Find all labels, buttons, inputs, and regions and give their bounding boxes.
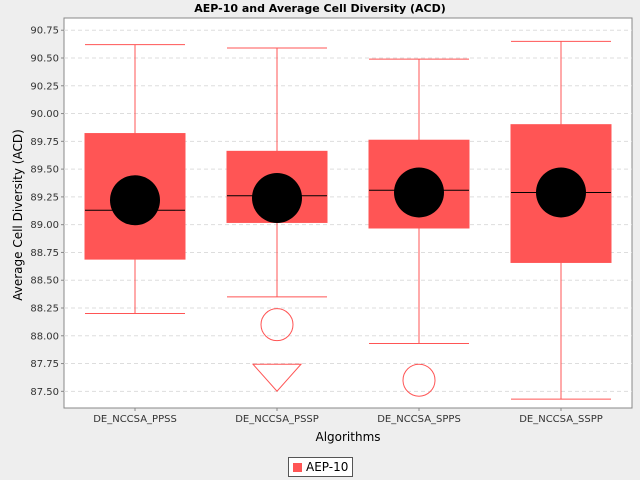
far-outlier-marker [251, 363, 303, 392]
y-tick-label: 89.00 [30, 220, 59, 231]
y-tick-label: 90.25 [30, 81, 59, 92]
x-tick-label: DE_NCCSA_SSPP [519, 414, 603, 425]
legend-label: AEP-10 [306, 460, 349, 474]
y-axis-ticks: 87.50 87.75 88.00 88.25 88.50 88.75 89.00 89.25… [30, 26, 64, 398]
outlier-marker [260, 308, 294, 342]
x-tick-label: DE_NCCSA_PSSP [235, 414, 319, 425]
chart-title: AEP-10 and Average Cell Diversity (ACD) [194, 2, 446, 15]
y-tick-label: 89.50 [30, 165, 59, 176]
y-tick-label: 90.50 [30, 54, 59, 65]
y-tick-label: 88.50 [30, 276, 59, 287]
box-3 [510, 40, 612, 400]
x-axis-ticks: DE_NCCSA_PPSS DE_NCCSA_PSSP DE_NCCSA_SPPS D… [93, 408, 603, 425]
mean-marker [394, 167, 444, 218]
x-axis-label: Algorithms [315, 430, 380, 444]
mean-marker [110, 175, 160, 226]
x-tick-label: DE_NCCSA_PPSS [93, 414, 177, 425]
legend-swatch [293, 462, 302, 472]
y-tick-label: 89.75 [30, 137, 59, 148]
box-1 [226, 47, 328, 392]
y-tick-label: 88.75 [30, 248, 59, 259]
mean-marker [252, 173, 302, 223]
y-tick-label: 90.00 [30, 109, 59, 120]
box-0 [84, 44, 186, 315]
y-axis-label: Average Cell Diversity (ACD) [11, 129, 25, 301]
y-tick-label: 89.25 [30, 192, 59, 203]
y-tick-label: 88.25 [30, 304, 59, 315]
y-tick-label: 90.75 [30, 26, 59, 37]
y-tick-label: 87.75 [30, 359, 59, 370]
y-tick-label: 87.50 [30, 387, 59, 398]
box-series [84, 40, 612, 400]
x-tick-label: DE_NCCSA_SPPS [377, 414, 461, 425]
box-2 [368, 58, 470, 397]
outlier-marker [402, 363, 436, 397]
legend: AEP-10 [288, 457, 354, 477]
y-tick-label: 88.00 [30, 331, 59, 342]
mean-marker [536, 167, 586, 218]
